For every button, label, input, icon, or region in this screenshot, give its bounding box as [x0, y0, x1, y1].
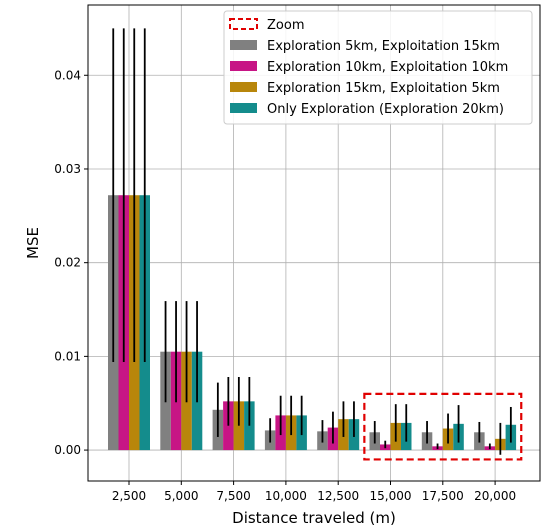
y-tick-label: 0.01: [54, 349, 81, 363]
legend-label: Only Exploration (Exploration 20km): [267, 102, 504, 117]
legend-label: Exploration 5km, Exploitation 15km: [267, 39, 500, 54]
x-tick-label: 15,000: [370, 489, 412, 503]
legend-swatch: [230, 61, 257, 71]
legend-swatch: [230, 40, 257, 50]
y-axis-label: MSE: [24, 227, 42, 259]
zoom-box: [363, 392, 523, 461]
x-axis-ticks: 2,500 5,000 7,500 10,000 12,500 15,000 17,500 2…: [112, 481, 516, 503]
x-tick-label: 2,500: [112, 489, 146, 503]
bar: [233, 401, 245, 451]
x-tick-label: 17,500: [422, 489, 464, 503]
legend-box: [223, 10, 533, 125]
x-tick-label: 7,500: [216, 489, 250, 503]
legend-label: Exploration 10km, Exploitation 10km: [267, 60, 508, 75]
x-axis-label: Distance traveled (m): [232, 509, 396, 527]
x-tick-label: 12,500: [317, 489, 359, 503]
legend-swatch: [229, 18, 258, 30]
zoom-annotation: [363, 392, 523, 461]
y-tick-label: 0.04: [54, 68, 81, 82]
error-bars-group: [112, 28, 512, 455]
legend-label: Zoom: [267, 18, 304, 33]
plot-frame: [87, 4, 541, 482]
y-tick-label: 0.03: [54, 162, 81, 176]
y-axis-ticks: 0.00 0.01 0.02 0.03 0.04: [54, 68, 88, 457]
y-tick-label: 0.02: [54, 256, 81, 270]
legend-swatch: [230, 82, 257, 92]
x-tick-label: 5,000: [164, 489, 198, 503]
bar: [223, 401, 234, 451]
bar: [244, 401, 255, 451]
legend-label: Exploration 15km, Exploitation 5km: [267, 81, 500, 96]
x-tick-label: 20,000: [474, 489, 516, 503]
x-tick-label: 10,000: [265, 489, 307, 503]
legend: Zoom Exploration 5km, Exploitation 15km Ex…: [223, 10, 533, 125]
legend-swatch: [230, 103, 257, 113]
y-tick-label: 0.00: [54, 443, 81, 457]
